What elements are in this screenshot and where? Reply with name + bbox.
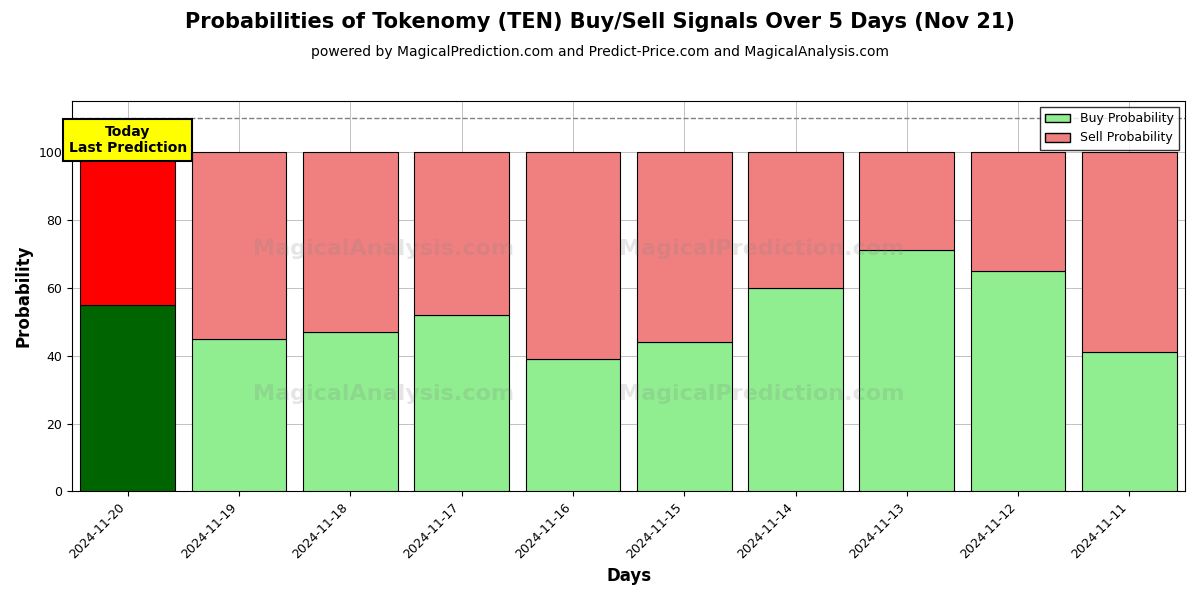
Bar	[637, 152, 732, 342]
Text: MagicalAnalysis.com: MagicalAnalysis.com	[253, 384, 515, 404]
Bar	[971, 271, 1066, 491]
Text: Probabilities of Tokenomy (TEN) Buy/Sell Signals Over 5 Days (Nov 21): Probabilities of Tokenomy (TEN) Buy/Sell…	[185, 12, 1015, 32]
Bar	[749, 152, 842, 288]
Bar	[749, 288, 842, 491]
Bar	[414, 152, 509, 315]
Text: powered by MagicalPrediction.com and Predict-Price.com and MagicalAnalysis.com: powered by MagicalPrediction.com and Pre…	[311, 45, 889, 59]
Bar	[80, 152, 175, 305]
Y-axis label: Probability: Probability	[16, 245, 34, 347]
Text: Today
Last Prediction: Today Last Prediction	[68, 125, 187, 155]
Bar	[80, 305, 175, 491]
Text: MagicalAnalysis.com: MagicalAnalysis.com	[253, 239, 515, 259]
Bar	[1082, 352, 1177, 491]
Bar	[971, 152, 1066, 271]
Text: MagicalPrediction.com: MagicalPrediction.com	[619, 384, 905, 404]
Bar	[637, 342, 732, 491]
Bar	[192, 338, 287, 491]
Bar	[414, 315, 509, 491]
Bar	[859, 152, 954, 250]
Bar	[304, 152, 397, 332]
X-axis label: Days: Days	[606, 567, 652, 585]
Bar	[859, 250, 954, 491]
Bar	[1082, 152, 1177, 352]
Bar	[526, 359, 620, 491]
Text: MagicalPrediction.com: MagicalPrediction.com	[619, 239, 905, 259]
Bar	[192, 152, 287, 338]
Bar	[526, 152, 620, 359]
Legend: Buy Probability, Sell Probability: Buy Probability, Sell Probability	[1040, 107, 1178, 149]
Bar	[304, 332, 397, 491]
